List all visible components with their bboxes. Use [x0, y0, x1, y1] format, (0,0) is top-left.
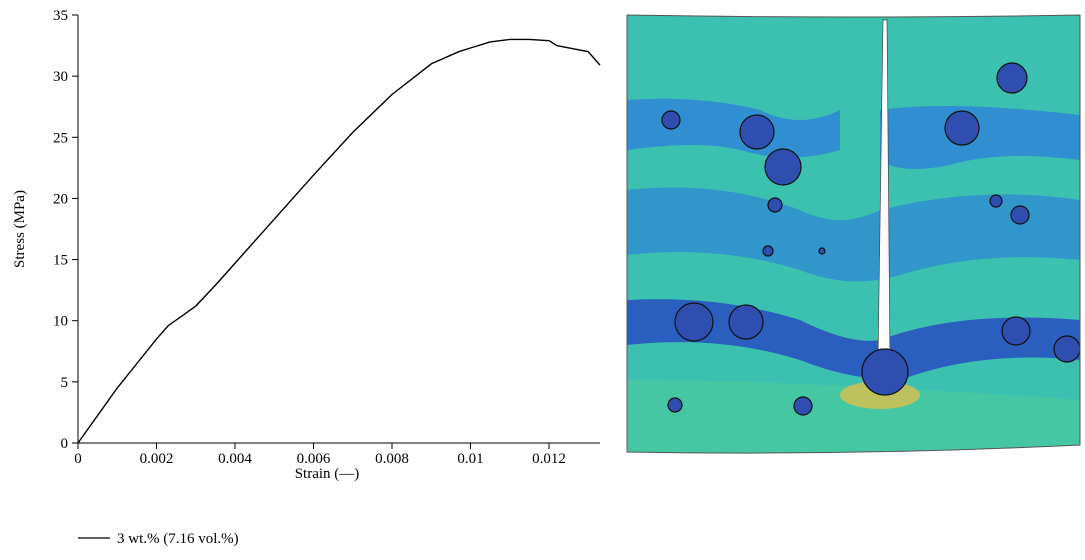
data-line — [77, 38, 601, 444]
y-tick-label: 35 — [53, 8, 68, 24]
x-axis-label: Strain (—) — [295, 466, 360, 482]
stress-band — [627, 187, 1080, 282]
image-border — [626, 14, 1081, 454]
y-tick-label: 25 — [53, 130, 68, 146]
stress-band — [627, 98, 840, 158]
x-tick-label: 0.008 — [375, 451, 409, 467]
x-tick-label: 0 — [74, 451, 82, 467]
y-tick-label: 15 — [53, 253, 68, 269]
y-axis-label: Stress (MPa) — [12, 190, 28, 268]
x-tick-label: 0.006 — [297, 451, 331, 467]
x-tick-label: 0.004 — [218, 451, 252, 467]
y-tick-label: 30 — [53, 69, 68, 85]
y-tick-label: 0 — [61, 436, 69, 452]
simulation-image — [626, 14, 1081, 454]
y-tick-label: 5 — [61, 375, 69, 391]
y-tick-label: 20 — [53, 191, 68, 207]
x-tick-label: 0.002 — [140, 451, 174, 467]
y-tick-label: 10 — [53, 314, 68, 330]
stress-band — [880, 106, 1080, 169]
x-tick-label: 0.01 — [457, 451, 483, 467]
x-tick-label: 0.012 — [532, 451, 566, 467]
particles — [661, 62, 1080, 416]
stress-band — [627, 380, 1080, 454]
legend-label: 3 wt.% (7.16 vol.%) — [117, 531, 239, 547]
